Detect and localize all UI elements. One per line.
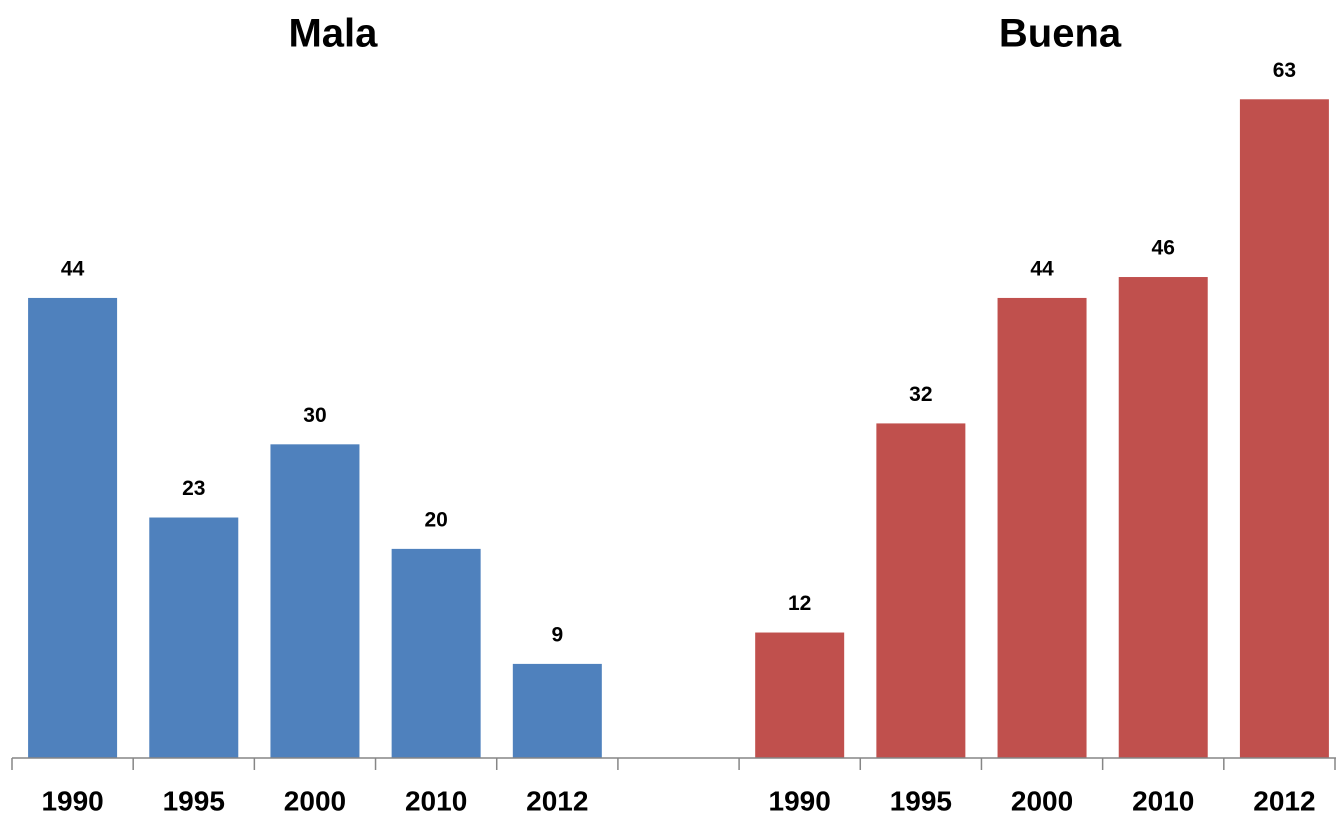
x-tick-label: 2010 [1132, 785, 1194, 816]
data-label: 32 [909, 383, 932, 406]
bar [270, 444, 360, 758]
data-label: 20 [424, 508, 447, 531]
bar [1239, 99, 1329, 758]
data-label: 30 [303, 404, 326, 427]
data-label: 44 [1030, 257, 1054, 280]
data-label: 9 [551, 623, 563, 646]
data-label: 46 [1152, 237, 1175, 260]
bar [1118, 277, 1208, 758]
bar [512, 663, 602, 758]
data-label: 63 [1273, 59, 1296, 82]
data-label: 12 [788, 592, 811, 615]
data-label: 23 [182, 477, 205, 500]
x-tick-label: 2000 [284, 785, 346, 816]
group-title: Mala [288, 12, 378, 56]
x-tick-label: 1995 [890, 785, 952, 816]
x-tick-label: 1990 [41, 785, 103, 816]
bar [391, 548, 481, 758]
data-label: 44 [61, 257, 85, 280]
x-tick-label: 2000 [1011, 785, 1073, 816]
x-tick-label: 2012 [1253, 785, 1315, 816]
bar [149, 517, 239, 758]
x-tick-label: 2012 [526, 785, 588, 816]
group-title: Buena [999, 12, 1122, 56]
bar [876, 423, 966, 758]
bar [28, 297, 118, 758]
x-tick-label: 1995 [163, 785, 225, 816]
bar [755, 632, 845, 758]
bar [997, 297, 1087, 758]
x-tick-label: 2010 [405, 785, 467, 816]
x-tick-label: 1990 [769, 785, 831, 816]
